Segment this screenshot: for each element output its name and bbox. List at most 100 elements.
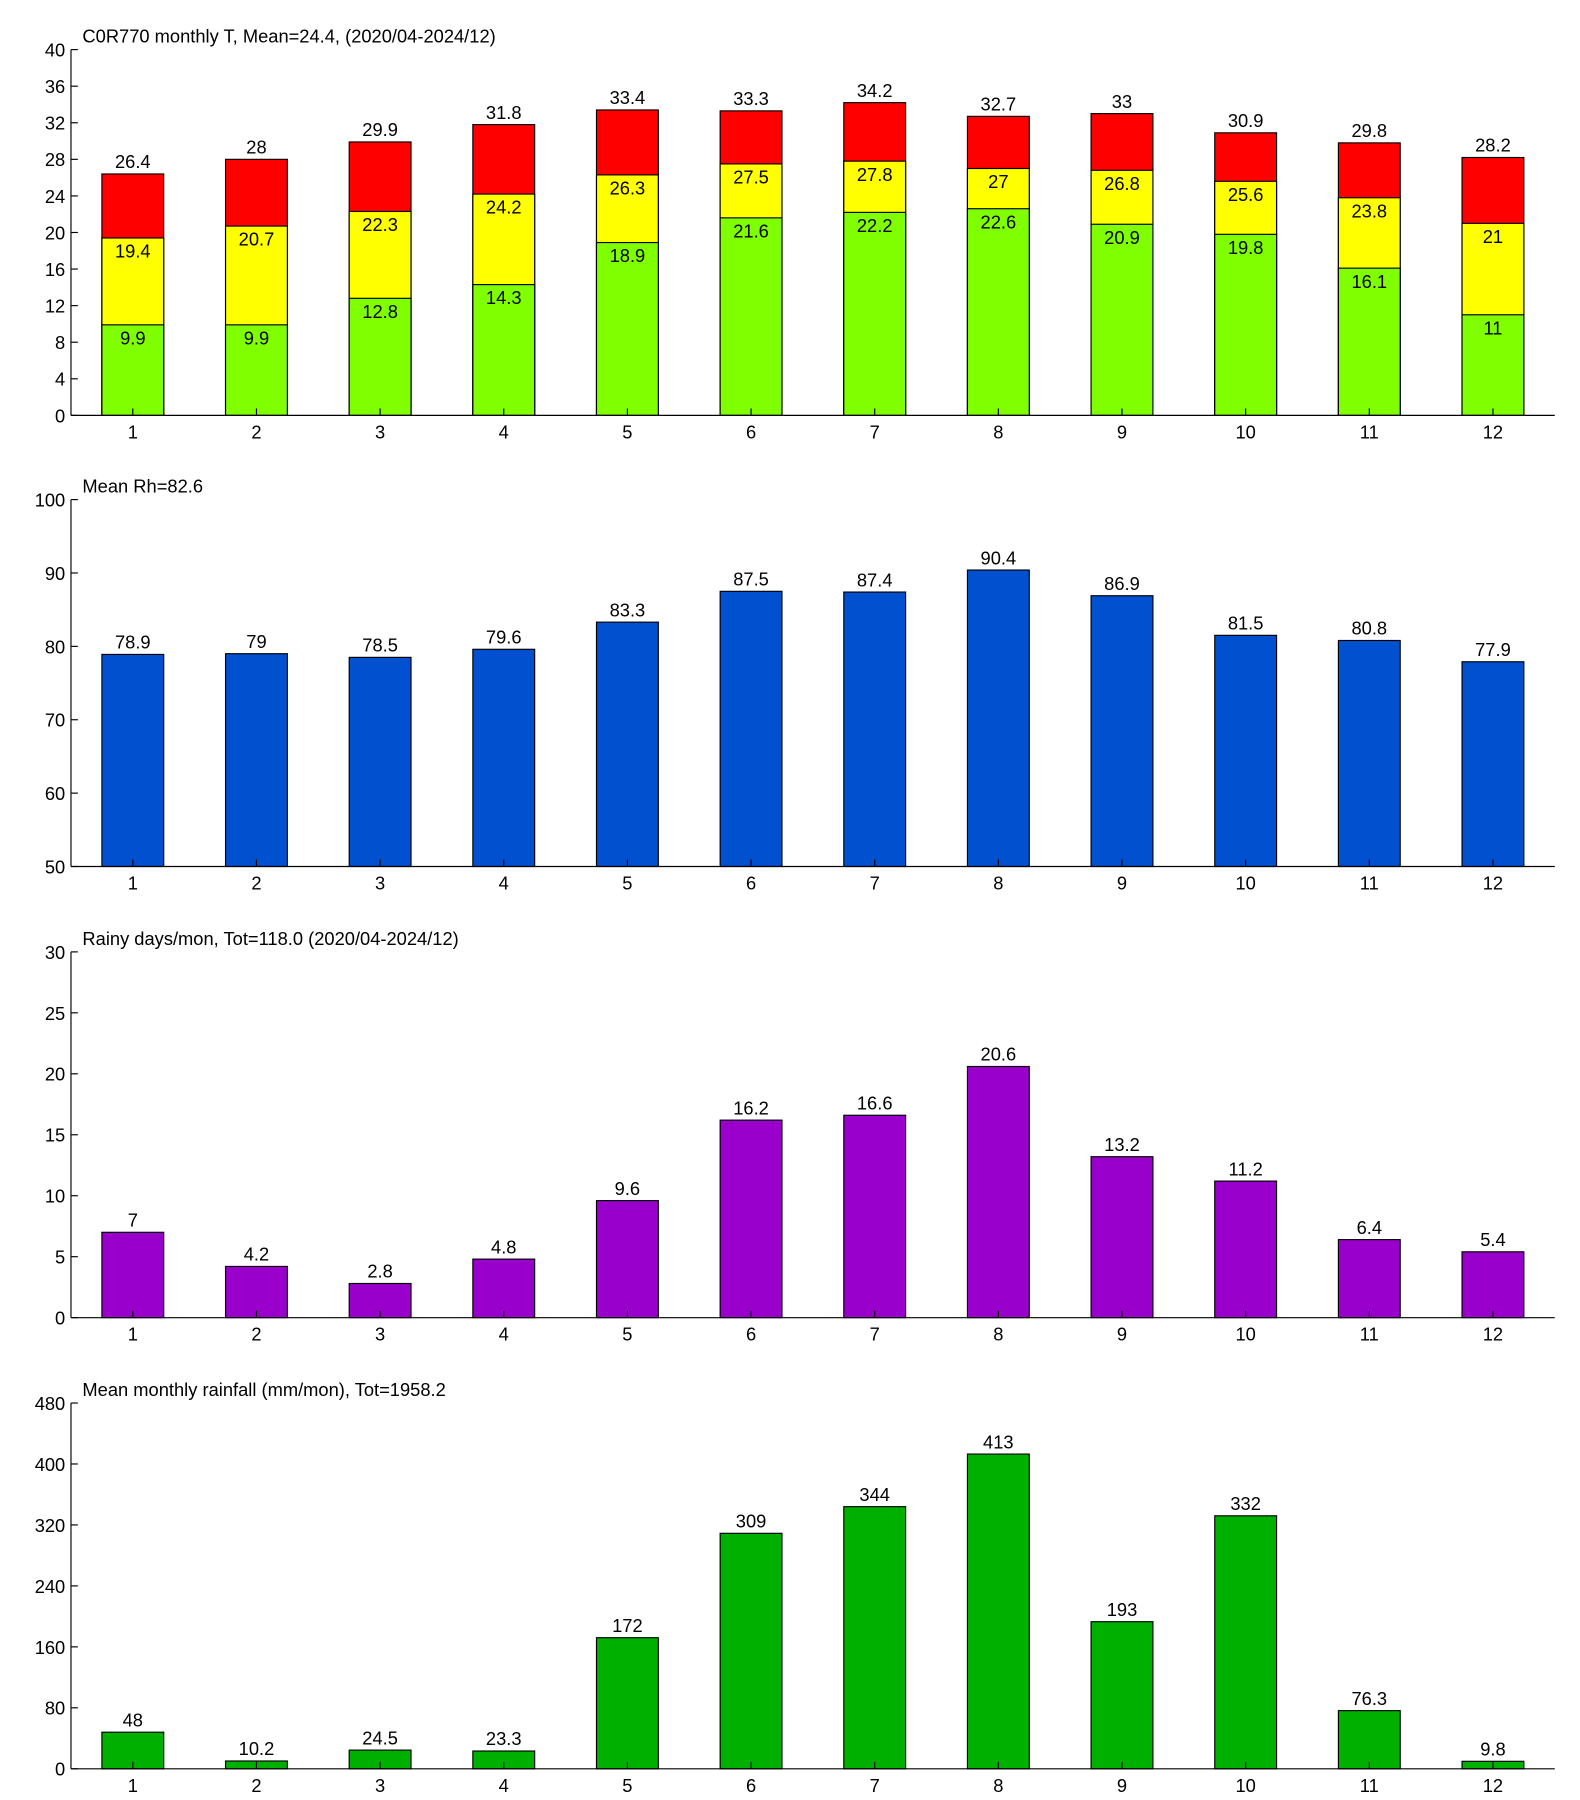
- value-label: 26.3: [610, 177, 646, 198]
- y-tick-label: 32: [45, 113, 65, 134]
- value-label: 20.6: [981, 1044, 1017, 1065]
- x-tick-label: 11: [1360, 873, 1379, 894]
- bar: [843, 1506, 907, 1770]
- bar: [101, 1231, 165, 1319]
- x-tick-label: 8: [993, 873, 1003, 894]
- value-label: 30.9: [1228, 110, 1264, 131]
- value-label: 16.2: [733, 1097, 769, 1118]
- value-label: 24.2: [486, 197, 522, 218]
- value-label: 16.6: [857, 1092, 893, 1113]
- bar: [966, 569, 1030, 868]
- x-tick-label: 10: [1235, 873, 1255, 894]
- bar: [1214, 1180, 1278, 1319]
- x-tick-label: 11: [1360, 1324, 1379, 1345]
- value-label: 24.5: [362, 1727, 398, 1748]
- value-label: 14.3: [486, 287, 522, 308]
- value-label: 19.4: [115, 241, 151, 262]
- x-tick-label: 7: [870, 1775, 880, 1796]
- bar: [224, 1265, 288, 1319]
- value-label: 78.9: [115, 632, 151, 653]
- bar: [966, 1065, 1030, 1319]
- bar: [595, 621, 659, 868]
- value-label: 6.4: [1357, 1217, 1382, 1238]
- value-label: 33: [1112, 91, 1132, 112]
- value-label: 4.8: [491, 1236, 516, 1257]
- x-tick-label: 10: [1235, 1324, 1255, 1345]
- value-label: 172: [612, 1615, 643, 1636]
- x-tick-label: 5: [622, 421, 632, 442]
- value-label: 33.3: [733, 88, 769, 109]
- x-tick-label: 10: [1235, 1775, 1255, 1796]
- y-tick-label: 240: [35, 1576, 66, 1597]
- y-tick-label: 20: [45, 1064, 65, 1085]
- y-tick-label: 80: [45, 1698, 65, 1719]
- value-label: 79: [246, 631, 266, 652]
- chart-title: Mean Rh=82.6: [82, 476, 203, 497]
- x-tick-label: 4: [499, 421, 509, 442]
- x-tick-label: 9: [1117, 1324, 1127, 1345]
- value-label: 81.5: [1228, 613, 1264, 634]
- x-tick-label: 6: [746, 873, 756, 894]
- x-tick-label: 9: [1117, 873, 1127, 894]
- bar: [1461, 1251, 1525, 1319]
- value-label: 86.9: [1104, 573, 1140, 594]
- bar: [719, 217, 783, 416]
- x-tick-label: 2: [251, 873, 261, 894]
- value-label: 12.8: [362, 301, 398, 322]
- x-tick-label: 5: [622, 873, 632, 894]
- y-tick-label: 40: [45, 39, 65, 60]
- value-label: 23.3: [486, 1728, 522, 1749]
- y-tick-label: 15: [45, 1125, 65, 1146]
- value-label: 2.8: [367, 1261, 392, 1282]
- x-tick-label: 2: [251, 1324, 261, 1345]
- bar: [595, 1200, 659, 1319]
- value-label: 22.3: [362, 214, 398, 235]
- x-tick-label: 4: [499, 873, 509, 894]
- bar: [472, 1258, 536, 1319]
- bar: [1337, 1239, 1401, 1319]
- value-label: 29.9: [362, 119, 398, 140]
- chart-title: Mean monthly rainfall (mm/mon), Tot=1958…: [82, 1379, 445, 1400]
- value-label: 11.2: [1229, 1158, 1263, 1179]
- figure-body: C0R770 monthly T, Mean=24.4, (2020/04-20…: [35, 26, 1555, 1796]
- value-label: 5.4: [1480, 1229, 1505, 1250]
- value-label: 27: [988, 171, 1008, 192]
- x-tick-label: 11: [1360, 1775, 1379, 1796]
- value-label: 28.2: [1475, 135, 1511, 156]
- bar: [595, 1637, 659, 1770]
- bar: [472, 284, 536, 416]
- x-tick-label: 7: [870, 421, 880, 442]
- value-label: 22.6: [981, 211, 1017, 232]
- value-label: 18.9: [610, 245, 646, 266]
- bar: [719, 1119, 783, 1319]
- value-label: 21: [1483, 226, 1503, 247]
- value-label: 87.5: [733, 568, 769, 589]
- value-label: 26.4: [115, 151, 151, 172]
- x-tick-label: 7: [870, 873, 880, 894]
- y-tick-label: 320: [35, 1515, 66, 1536]
- x-tick-label: 4: [499, 1324, 509, 1345]
- y-tick-label: 480: [35, 1393, 66, 1414]
- y-tick-label: 36: [45, 76, 65, 97]
- bar: [1090, 223, 1154, 416]
- x-tick-label: 12: [1483, 873, 1503, 894]
- value-label: 23.8: [1351, 200, 1387, 221]
- value-label: 19.8: [1228, 237, 1264, 258]
- value-label: 77.9: [1475, 639, 1511, 660]
- value-label: 20.9: [1104, 227, 1140, 248]
- bar: [719, 590, 783, 868]
- y-tick-label: 90: [45, 563, 65, 584]
- x-tick-label: 6: [746, 421, 756, 442]
- x-tick-label: 2: [251, 421, 261, 442]
- x-tick-label: 8: [993, 1775, 1003, 1796]
- y-tick-label: 70: [45, 710, 65, 731]
- bar: [843, 591, 907, 868]
- x-tick-label: 1: [128, 873, 138, 894]
- y-tick-label: 0: [55, 1307, 65, 1328]
- bar: [1337, 267, 1401, 416]
- value-label: 11: [1483, 317, 1502, 338]
- x-tick-label: 5: [622, 1324, 632, 1345]
- y-tick-label: 24: [45, 186, 65, 207]
- x-tick-label: 8: [993, 1324, 1003, 1345]
- value-label: 344: [859, 1484, 890, 1505]
